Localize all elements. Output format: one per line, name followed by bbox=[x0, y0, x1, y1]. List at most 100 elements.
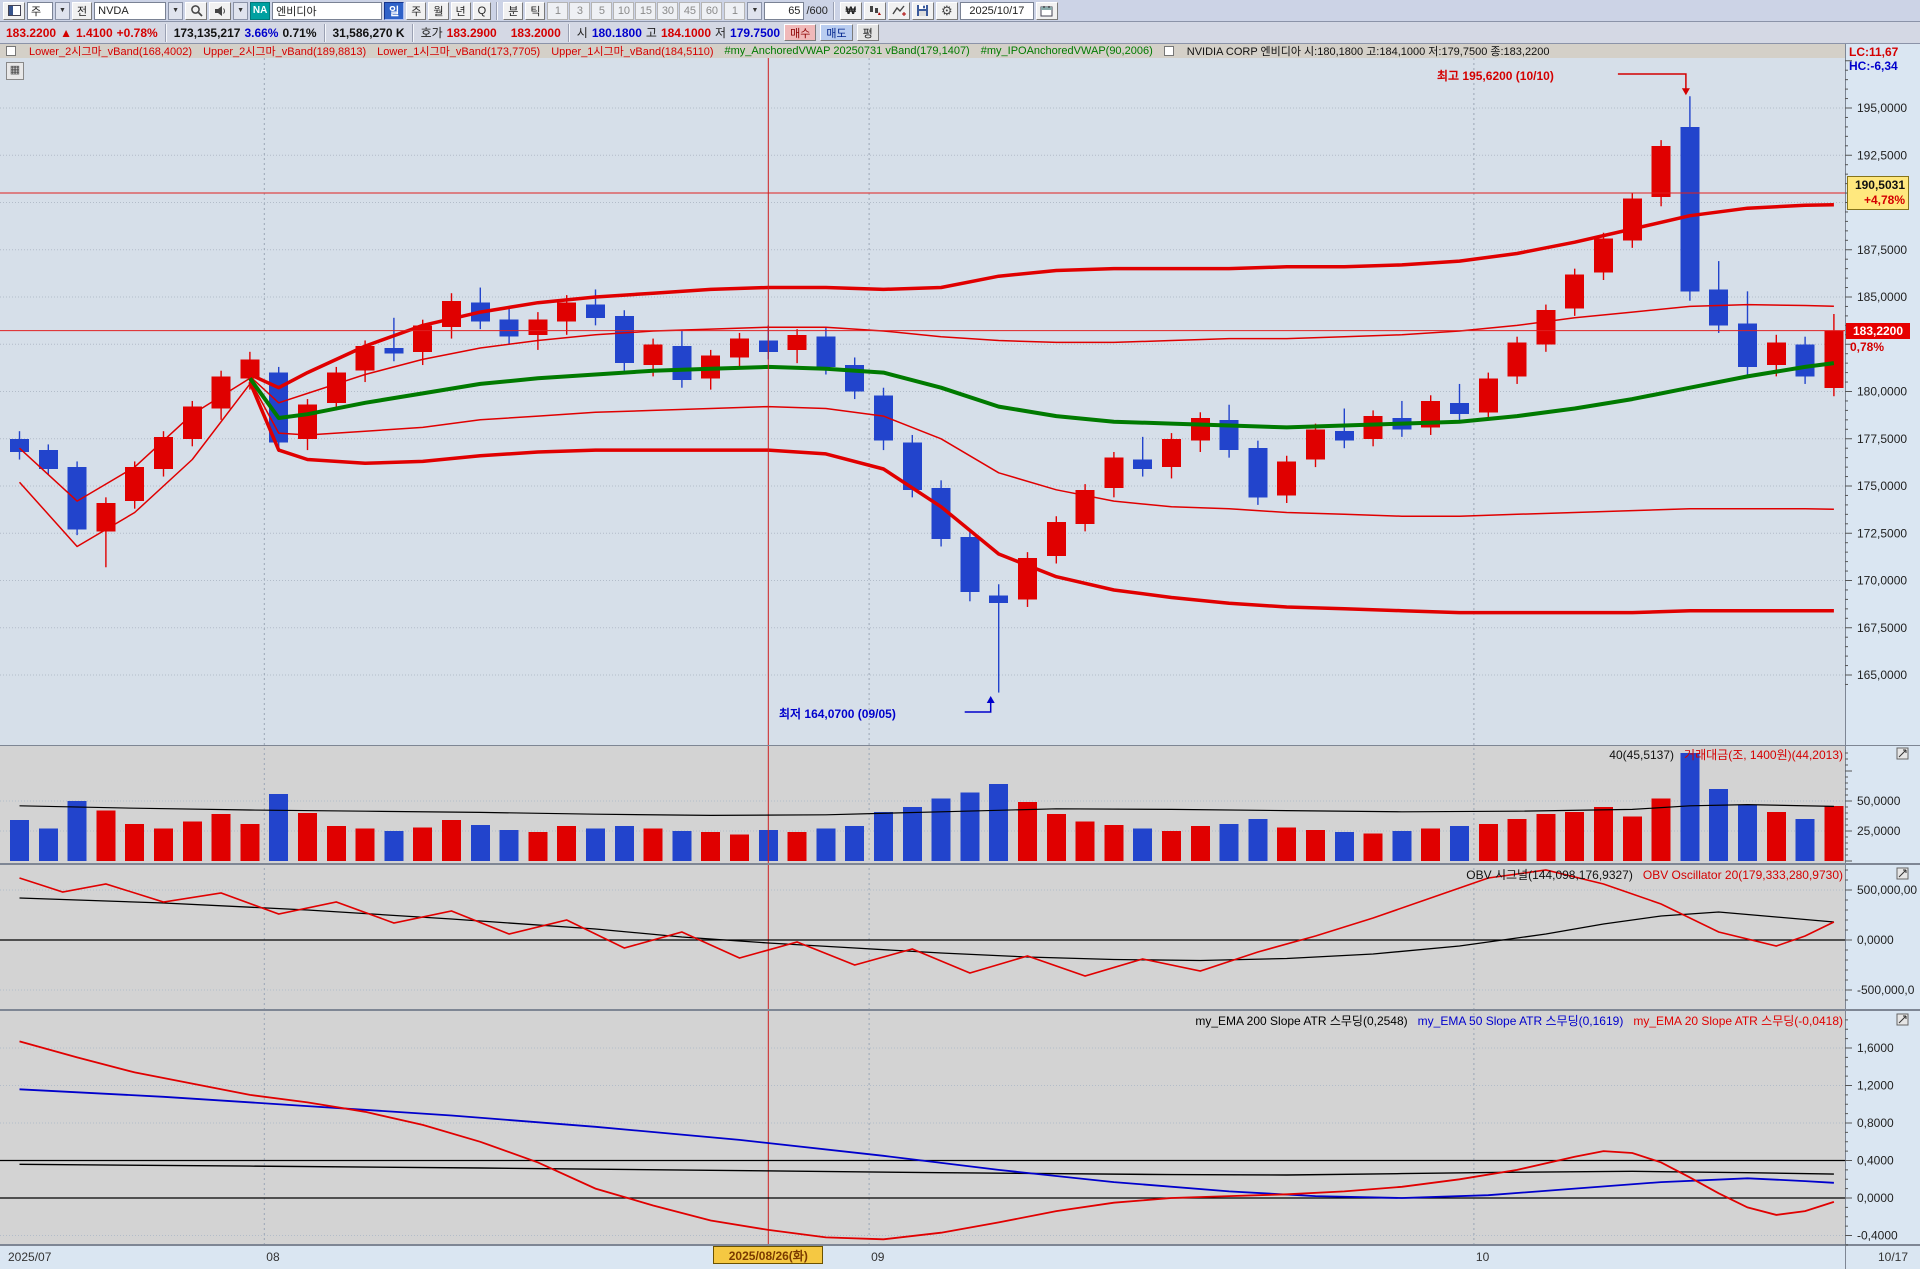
period-dropdown[interactable]: 주 bbox=[27, 1, 53, 20]
obv-tick-label: -500,000,0 bbox=[1857, 983, 1915, 997]
minute-45-button[interactable]: 45 bbox=[679, 1, 701, 20]
obv-tick-label: 0,0000 bbox=[1857, 933, 1894, 947]
hc-value: HC:-6,34 bbox=[1849, 59, 1898, 73]
price-tick-label: 187,5000 bbox=[1857, 243, 1907, 257]
price-tick-label: 192,5000 bbox=[1857, 148, 1907, 162]
pane-maximize-icon[interactable] bbox=[1896, 747, 1909, 760]
legend-item-4: #my_AnchoredVWAP 20250731 vBand(179,1407… bbox=[724, 45, 970, 57]
lc-value: LC:11,67 bbox=[1849, 45, 1899, 59]
last-price: 183.2200 bbox=[6, 25, 57, 40]
volume-value: 173,135,217 bbox=[173, 25, 241, 40]
obv-signal-line bbox=[19, 897, 1834, 962]
speaker-dropdown-arrow-icon[interactable]: ▼ bbox=[233, 1, 249, 20]
legend-checkbox[interactable] bbox=[1163, 46, 1174, 56]
compare-chart-icon[interactable] bbox=[863, 1, 886, 20]
timeframe-week-button[interactable]: 주 bbox=[406, 1, 427, 20]
overlay-my_AnchoredVWAP_20250731 bbox=[248, 361, 1835, 430]
minute-15-button[interactable]: 15 bbox=[635, 1, 657, 20]
price-tick-label: 177,5000 bbox=[1857, 432, 1907, 446]
ema-lines bbox=[0, 1040, 1845, 1241]
annotation-arrows bbox=[964, 73, 1690, 713]
volume-ma-line bbox=[19, 803, 1834, 817]
lc-hc-readout: LC:11,67 HC:-6,34 bbox=[1849, 45, 1898, 73]
minute-3-button[interactable]: 3 bbox=[569, 1, 591, 20]
speaker-icon[interactable] bbox=[209, 1, 232, 20]
price-axis-column[interactable] bbox=[1845, 44, 1920, 1245]
legend-item-0: Lower_2시그마_vBand(168,4002) bbox=[29, 46, 193, 58]
period-dropdown-arrow-icon[interactable]: ▼ bbox=[55, 1, 70, 20]
obv-oscillator-legend: OBV Oscillator 20(179,333,280,9730) bbox=[1642, 868, 1843, 882]
symbol-dropdown-arrow-icon[interactable]: ▼ bbox=[168, 1, 184, 20]
volatility-percent: 0.71% bbox=[282, 25, 317, 40]
price-tick-label: 170,0000 bbox=[1857, 574, 1907, 588]
minute-dropdown-arrow-icon[interactable]: ▼ bbox=[747, 1, 763, 20]
high-price: 184.1000 bbox=[660, 25, 711, 40]
price-tick-label: 172,5000 bbox=[1857, 526, 1907, 540]
stock-ohlc-legend: NVIDIA CORP 엔비디아 시:180,1800 고:184,1000 저… bbox=[1186, 46, 1550, 58]
timeframe-day-button[interactable]: 일 bbox=[384, 1, 405, 20]
change-value: 1.4100 bbox=[75, 25, 113, 40]
time-axis-strip[interactable] bbox=[0, 1245, 1920, 1269]
legend-item-2: Lower_1시그마_vBand(173,7705) bbox=[377, 46, 541, 58]
timeframe-quarter-button[interactable]: Q bbox=[472, 1, 492, 20]
time-label-2025/07: 2025/07 bbox=[8, 1250, 52, 1264]
minute-5-button[interactable]: 5 bbox=[591, 1, 613, 20]
timeframe-year-button[interactable]: 년 bbox=[450, 1, 471, 20]
bar-count-input[interactable]: 65 bbox=[764, 1, 805, 20]
avg-button[interactable]: 평 bbox=[856, 24, 879, 41]
bid-price: 183.2000 bbox=[510, 25, 561, 40]
time-label-10/17: 10/17 bbox=[1878, 1250, 1908, 1264]
high-annotation: 최고 195,6200 (10/10) bbox=[1437, 69, 1554, 83]
symbol-input[interactable]: NVDA bbox=[94, 1, 167, 20]
hoga-label: 호가 bbox=[420, 26, 443, 40]
volume-tick-label: 50,0000 bbox=[1857, 794, 1901, 808]
last-price-percent: 0,78% bbox=[1850, 339, 1885, 354]
sell-button[interactable]: 매도 bbox=[820, 24, 853, 41]
open-label: 시 bbox=[576, 26, 588, 40]
timeframe-month-button[interactable]: 월 bbox=[428, 1, 449, 20]
overlay-Lower_1sigma_vBand bbox=[249, 379, 1834, 517]
minute-10-button[interactable]: 10 bbox=[613, 1, 635, 20]
last-price-badge: 183,2200 bbox=[1846, 322, 1910, 339]
change-percent: +0.78% bbox=[116, 25, 158, 40]
legend-checkbox[interactable] bbox=[6, 46, 16, 56]
toolbar: 주 ▼ 전 NVDA ▼ ▼ NA 엔비디아 일 주 월 년 Q 분 틱 1 3 5 10… bbox=[0, 0, 1920, 22]
buy-button[interactable]: 매수 bbox=[784, 24, 817, 41]
trendline-icon[interactable] bbox=[887, 1, 910, 20]
pane-maximize-icon[interactable] bbox=[1896, 1013, 1909, 1026]
turnover-percent: 3.66% bbox=[244, 25, 279, 40]
pane-maximize-icon[interactable] bbox=[1896, 867, 1909, 880]
search-icon[interactable] bbox=[185, 1, 208, 20]
minute-1-button[interactable]: 1 bbox=[547, 1, 569, 20]
minute-30-button[interactable]: 30 bbox=[657, 1, 679, 20]
layout-icon[interactable] bbox=[3, 1, 25, 20]
chart-grid-icon[interactable]: ▦ bbox=[6, 62, 24, 80]
obv-pane[interactable] bbox=[0, 865, 1845, 1009]
won-price-icon[interactable]: ₩ bbox=[839, 1, 862, 20]
volume-tick-label: 25,0000 bbox=[1857, 824, 1901, 838]
price-tick-label: 195,0000 bbox=[1857, 101, 1907, 115]
stock-name-field[interactable]: 엔비디아 bbox=[272, 1, 383, 20]
market-badge: NA bbox=[250, 1, 271, 20]
minute-60-button[interactable]: 60 bbox=[701, 1, 723, 20]
date-field[interactable]: 2025/10/17 bbox=[959, 1, 1034, 20]
minute-mode-button[interactable]: 분 bbox=[503, 1, 524, 20]
save-icon[interactable] bbox=[911, 1, 934, 20]
ask-price: 183.2900 bbox=[446, 25, 497, 40]
direction-up-icon: ▲ bbox=[60, 25, 72, 40]
extra-one-button[interactable]: 1 bbox=[724, 1, 746, 20]
gear-icon[interactable]: ⚙ bbox=[935, 1, 958, 20]
jeon-button[interactable]: 전 bbox=[72, 1, 93, 20]
overlay-pre_anchor_upper bbox=[18, 377, 251, 502]
time-axis: 2025/07 08 09 10 10/17 bbox=[8, 1250, 1908, 1264]
tick-mode-button[interactable]: 틱 bbox=[525, 1, 546, 20]
bar-total-label: /600 bbox=[806, 4, 828, 17]
calendar-icon[interactable] bbox=[1035, 1, 1058, 20]
ema50-legend: my_EMA 50 Slope ATR 스무딩(0,1619) bbox=[1417, 1014, 1624, 1028]
ema-pane[interactable] bbox=[0, 1011, 1845, 1244]
ema-tick-label: -0,4000 bbox=[1857, 1229, 1898, 1243]
price-tick-label: 175,0000 bbox=[1857, 479, 1907, 493]
price-tick-label: 165,0000 bbox=[1857, 668, 1907, 682]
